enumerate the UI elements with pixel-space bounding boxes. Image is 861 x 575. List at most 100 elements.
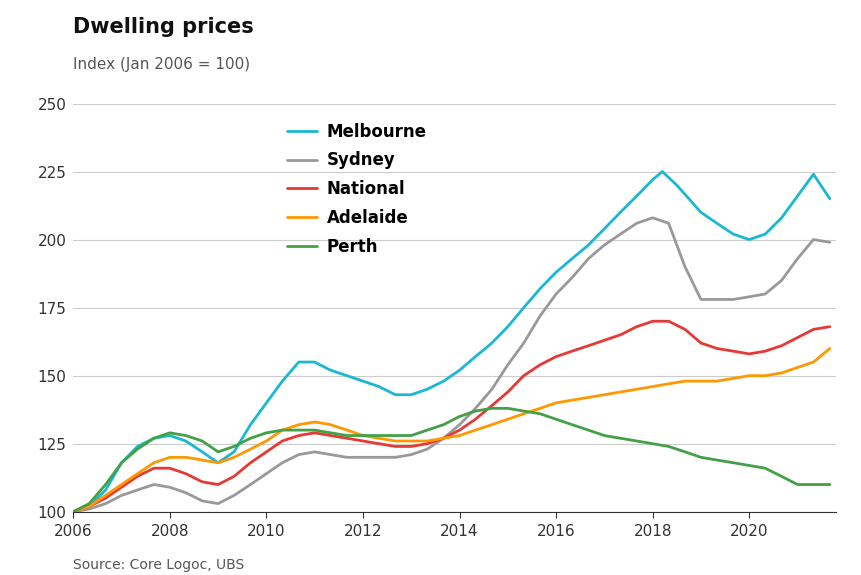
Melbourne — [149, 435, 159, 442]
Melbourne — [213, 459, 223, 466]
Melbourne — [631, 193, 641, 200]
Melbourne — [550, 269, 561, 275]
Adelaide — [759, 372, 770, 379]
Melbourne — [84, 503, 94, 510]
National — [486, 402, 497, 409]
Perth — [679, 448, 690, 455]
Perth — [598, 432, 609, 439]
Adelaide — [647, 383, 657, 390]
Adelaide — [197, 457, 208, 463]
Melbourne — [164, 432, 175, 439]
National — [84, 503, 94, 510]
National — [791, 334, 802, 341]
Perth — [164, 430, 175, 436]
National — [824, 323, 834, 330]
National — [567, 348, 577, 355]
Adelaide — [164, 454, 175, 461]
Adelaide — [390, 438, 400, 444]
National — [759, 348, 770, 355]
National — [390, 443, 400, 450]
Adelaide — [567, 397, 577, 404]
Melbourne — [294, 359, 304, 366]
Perth — [309, 427, 319, 434]
National — [68, 508, 78, 515]
Legend: Melbourne, Sydney, National, Adelaide, Perth: Melbourne, Sydney, National, Adelaide, P… — [280, 116, 433, 263]
Melbourne — [824, 196, 834, 202]
Adelaide — [679, 378, 690, 385]
Line: Melbourne: Melbourne — [73, 171, 829, 512]
Perth — [116, 459, 127, 466]
Perth — [776, 473, 786, 480]
Perth — [615, 435, 625, 442]
Sydney — [309, 448, 319, 455]
National — [438, 435, 449, 442]
Perth — [132, 446, 142, 453]
Adelaide — [181, 454, 191, 461]
Sydney — [213, 500, 223, 507]
Perth — [277, 427, 288, 434]
Adelaide — [583, 394, 593, 401]
Sydney — [679, 263, 690, 270]
National — [149, 465, 159, 471]
National — [679, 326, 690, 333]
Melbourne — [68, 508, 78, 515]
Melbourne — [390, 391, 400, 398]
Perth — [294, 427, 304, 434]
Sydney — [374, 454, 384, 461]
Adelaide — [132, 470, 142, 477]
Sydney — [390, 454, 400, 461]
Perth — [631, 438, 641, 444]
Adelaide — [808, 359, 818, 366]
Adelaide — [422, 438, 432, 444]
Perth — [550, 416, 561, 423]
Sydney — [486, 386, 497, 393]
Sydney — [615, 231, 625, 237]
Perth — [406, 432, 416, 439]
Sydney — [181, 489, 191, 496]
Sydney — [342, 454, 352, 461]
Perth — [486, 405, 497, 412]
National — [598, 337, 609, 344]
Sydney — [743, 293, 753, 300]
Sydney — [759, 290, 770, 297]
Melbourne — [615, 209, 625, 216]
Sydney — [776, 277, 786, 284]
Melbourne — [518, 304, 529, 311]
Perth — [374, 432, 384, 439]
Sydney — [294, 451, 304, 458]
Melbourne — [438, 378, 449, 385]
Perth — [583, 427, 593, 434]
Adelaide — [486, 421, 497, 428]
Adelaide — [824, 345, 834, 352]
Adelaide — [502, 416, 512, 423]
Melbourne — [808, 171, 818, 178]
National — [647, 318, 657, 325]
Perth — [663, 443, 673, 450]
Sydney — [68, 508, 78, 515]
Melbourne — [486, 340, 497, 347]
Adelaide — [454, 432, 464, 439]
Melbourne — [454, 367, 464, 374]
Perth — [518, 408, 529, 415]
Sydney — [164, 484, 175, 490]
National — [181, 470, 191, 477]
National — [550, 353, 561, 360]
National — [502, 389, 512, 396]
Perth — [325, 430, 336, 436]
Sydney — [197, 497, 208, 504]
Sydney — [791, 255, 802, 262]
Line: Sydney: Sydney — [73, 218, 829, 512]
Text: Source: Core Logoc, UBS: Source: Core Logoc, UBS — [73, 558, 245, 572]
Adelaide — [309, 419, 319, 426]
Adelaide — [518, 411, 529, 417]
Melbourne — [229, 448, 239, 455]
Sydney — [518, 340, 529, 347]
Sydney — [598, 242, 609, 248]
Melbourne — [101, 486, 111, 493]
Sydney — [116, 492, 127, 499]
Adelaide — [631, 386, 641, 393]
Sydney — [711, 296, 722, 303]
Sydney — [84, 505, 94, 512]
Perth — [759, 465, 770, 471]
National — [116, 484, 127, 490]
